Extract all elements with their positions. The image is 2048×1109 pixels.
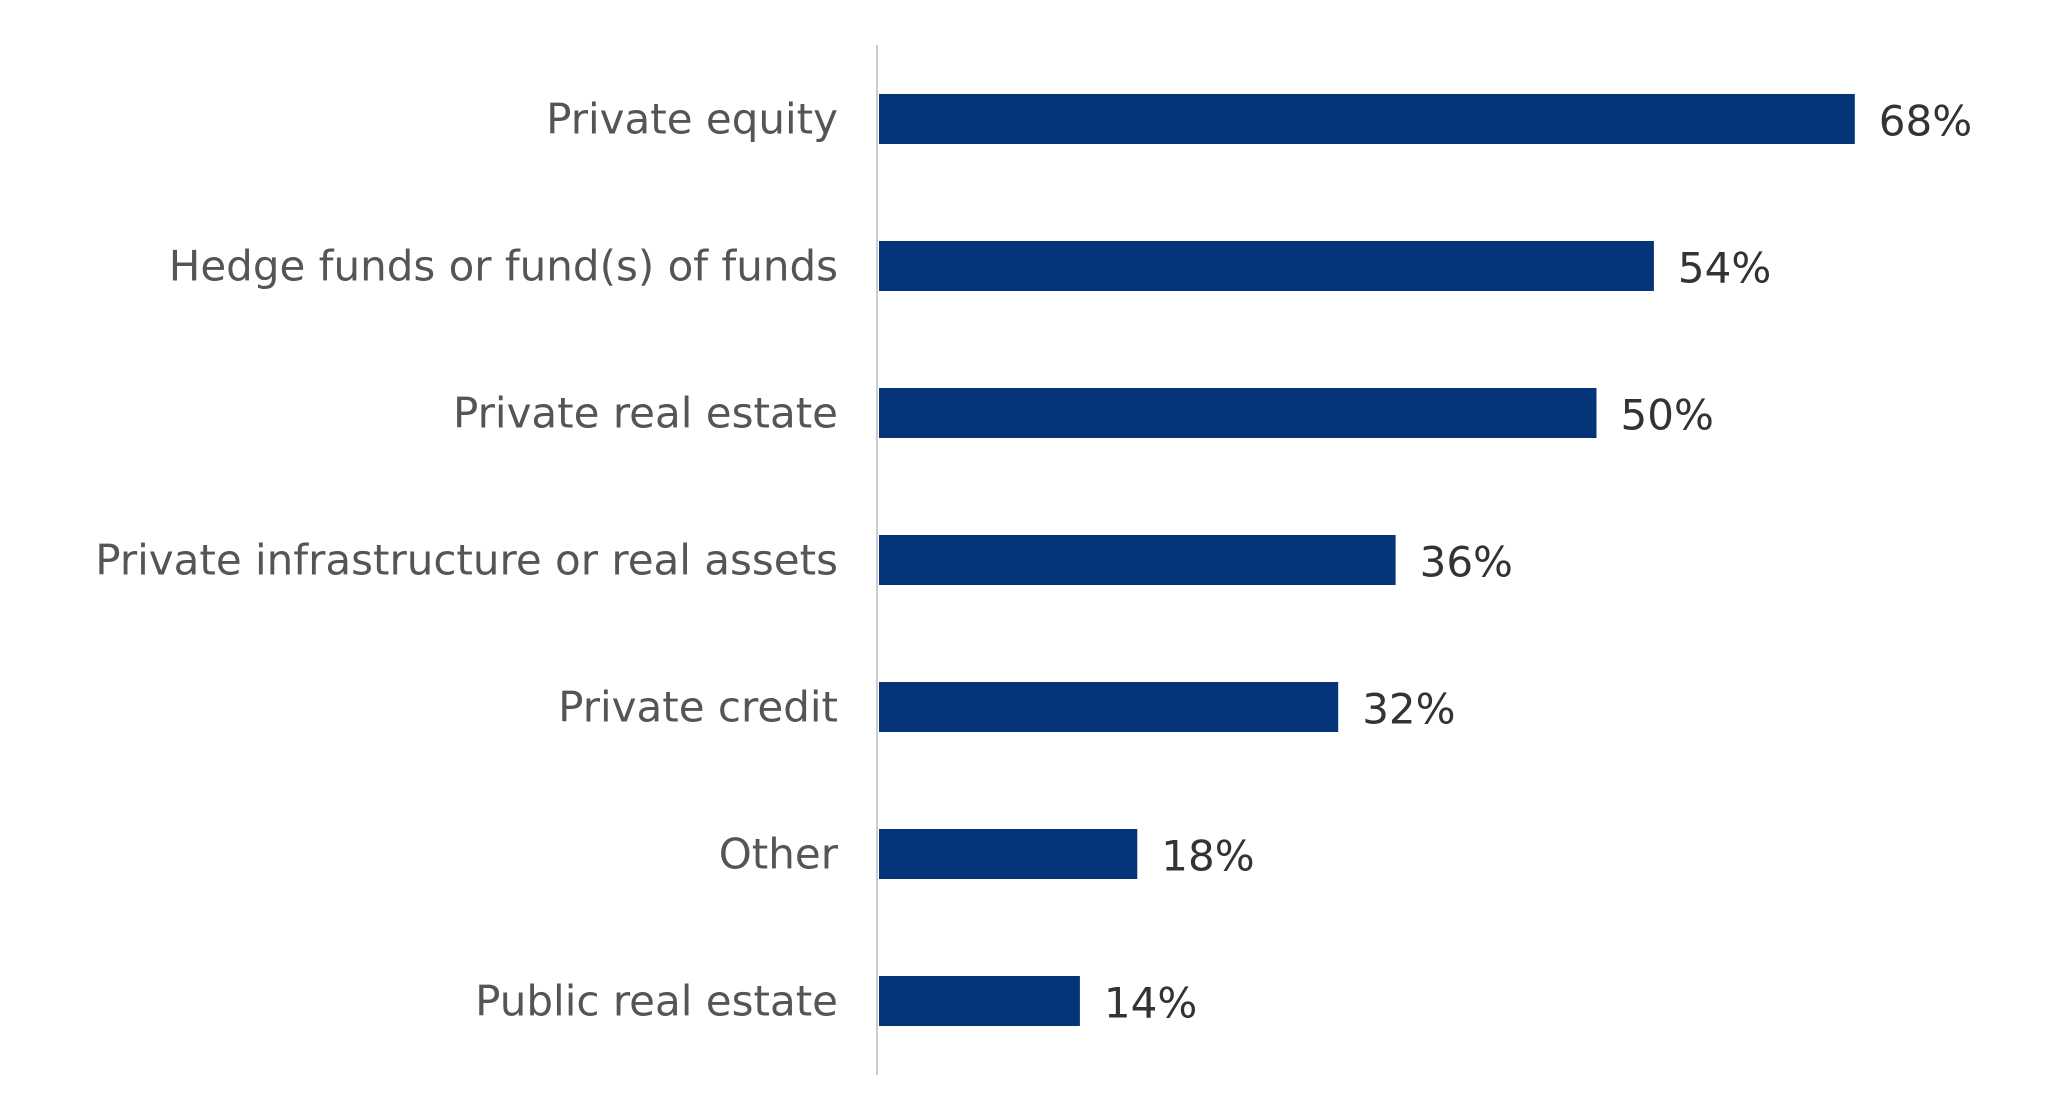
category-label: Private credit <box>558 683 838 732</box>
category-label: Private real estate <box>453 389 838 438</box>
bars-group <box>879 94 1855 1026</box>
value-labels-group: 68% 54% 50% 36% 32% 18% 14% <box>1104 97 1972 1028</box>
bar <box>879 388 1597 438</box>
bar <box>879 241 1654 291</box>
value-label: 50% <box>1621 391 1714 440</box>
bar <box>879 976 1080 1026</box>
value-label: 18% <box>1161 832 1254 881</box>
bar <box>879 829 1138 879</box>
value-label: 36% <box>1420 538 1513 587</box>
bar <box>879 94 1855 144</box>
category-label: Private infrastructure or real assets <box>95 536 838 585</box>
value-label: 14% <box>1104 979 1197 1028</box>
category-label: Public real estate <box>475 977 838 1026</box>
value-label: 32% <box>1362 685 1455 734</box>
category-labels-group: Private equity Hedge funds or fund(s) of … <box>95 95 838 1026</box>
bar <box>879 682 1339 732</box>
value-label: 68% <box>1879 97 1972 146</box>
bar <box>879 535 1396 585</box>
value-label: 54% <box>1678 244 1771 293</box>
category-label: Other <box>719 830 839 879</box>
category-label: Private equity <box>546 95 838 144</box>
category-label: Hedge funds or fund(s) of funds <box>169 242 838 291</box>
